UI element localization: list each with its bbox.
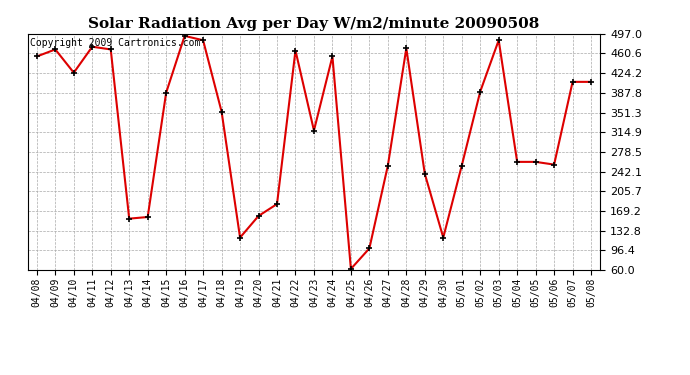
Text: Copyright 2009 Cartronics.com: Copyright 2009 Cartronics.com: [30, 39, 201, 48]
Title: Solar Radiation Avg per Day W/m2/minute 20090508: Solar Radiation Avg per Day W/m2/minute …: [88, 17, 540, 31]
